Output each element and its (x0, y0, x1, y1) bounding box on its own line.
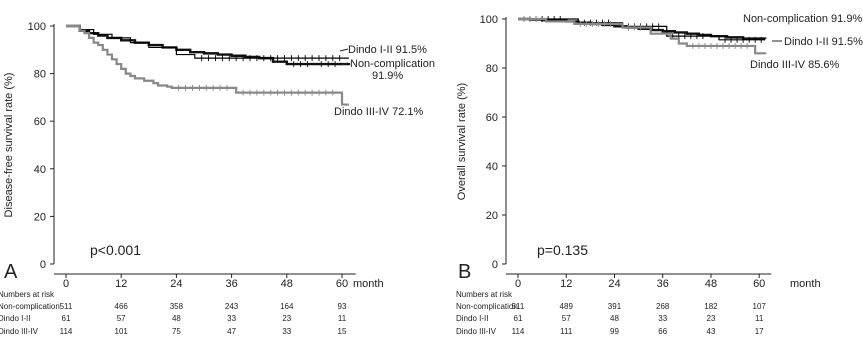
x-tick-label: 36 (657, 278, 669, 290)
y-tick-label: 20 (34, 211, 46, 223)
y-axis-label: Disease-free survival rate (%) (3, 73, 15, 218)
risk-value: 61 (62, 314, 71, 323)
series-line-1 (66, 25, 349, 59)
censor-marks-1 (201, 55, 341, 62)
risk-value: 11 (338, 314, 347, 323)
series-line-1 (518, 18, 766, 41)
risk-value: 99 (610, 327, 619, 336)
panel-label: A (4, 261, 18, 283)
risk-value: 182 (704, 302, 718, 311)
chart-panel-A: 0 20 40 60 80 100 0 12 24 36 48 60 month Disease-free… (0, 21, 435, 336)
risk-value: 489 (560, 302, 574, 311)
y-tick-label: 0 (40, 259, 46, 271)
p-value: p=0.135 (537, 242, 588, 258)
risk-value: 15 (338, 327, 347, 336)
risk-value: 57 (117, 314, 126, 323)
x-tick-label: 60 (336, 278, 348, 290)
label-pointer (339, 48, 349, 52)
x-tick-label: 36 (225, 278, 237, 290)
series-label-0: 91.9% (372, 70, 403, 82)
risk-row-label: Dindo I-II (456, 314, 488, 323)
risk-table-header: Numbers at risk (0, 290, 55, 299)
x-tick-label: 0 (515, 278, 521, 290)
risk-value: 466 (115, 302, 129, 311)
x-tick-label: 12 (115, 278, 127, 290)
series-line-0 (66, 24, 351, 66)
censor-marks-2 (523, 16, 748, 49)
label-pointer (339, 62, 349, 66)
risk-value: 17 (755, 327, 764, 336)
risk-value: 48 (172, 314, 181, 323)
censor-marks-2 (178, 84, 334, 96)
risk-value: 48 (610, 314, 619, 323)
risk-value: 11 (755, 314, 764, 323)
chart-panel-B: 0 20 40 60 80 100 0 12 24 36 48 60 month Overall surv… (456, 13, 863, 336)
x-tick-label: 24 (608, 278, 620, 290)
series-label-0: Non-complication 91.9% (743, 13, 862, 25)
risk-value: 268 (656, 302, 670, 311)
censor-marks-0 (293, 61, 336, 68)
risk-value: 57 (562, 314, 571, 323)
y-tick-label: 100 (480, 14, 498, 26)
risk-value: 107 (753, 302, 767, 311)
risk-row-label: Non-complication (456, 302, 518, 311)
series-label-1: Dindo I-II 91.5% (784, 36, 863, 48)
risk-value: 23 (707, 314, 716, 323)
risk-value: 43 (707, 327, 716, 336)
risk-value: 511 (60, 302, 73, 311)
series-label-1: Dindo I-II 91.5% (348, 44, 427, 56)
risk-value: 101 (115, 327, 129, 336)
risk-row-label: Dindo I-II (0, 314, 30, 323)
risk-value: 243 (225, 302, 239, 311)
risk-value: 391 (608, 302, 622, 311)
risk-value: 47 (227, 327, 236, 336)
series-label-0: Non-complication (350, 58, 435, 70)
x-tick-label: 12 (560, 278, 572, 290)
y-tick-label: 100 (28, 21, 46, 33)
y-tick-label: 40 (34, 164, 46, 176)
risk-row-label: Dindo III-IV (0, 327, 39, 336)
risk-value: 61 (514, 314, 523, 323)
p-value: p<0.001 (90, 242, 141, 258)
x-axis-label: month (790, 278, 821, 290)
risk-value: 33 (658, 314, 667, 323)
risk-value: 114 (60, 327, 73, 336)
y-tick-label: 20 (486, 210, 498, 222)
risk-row-label: Non-complication (0, 302, 60, 311)
risk-value: 111 (560, 327, 573, 336)
risk-value: 75 (172, 327, 181, 336)
risk-value: 66 (658, 327, 667, 336)
risk-value: 93 (338, 302, 347, 311)
risk-value: 511 (512, 302, 525, 311)
x-axis-label: month (353, 278, 384, 290)
series-line-2 (66, 24, 349, 106)
y-tick-label: 0 (492, 259, 498, 271)
y-tick-label: 80 (34, 69, 46, 81)
y-tick-label: 80 (486, 63, 498, 75)
series-label-2: Dindo III-IV 85.6% (750, 59, 839, 71)
x-tick-label: 48 (281, 278, 293, 290)
risk-table-header: Numbers at risk (456, 290, 513, 299)
x-tick-label: 48 (705, 278, 717, 290)
series-label-2: Dindo III-IV 72.1% (334, 106, 423, 118)
y-tick-label: 60 (34, 116, 46, 128)
risk-value: 33 (227, 314, 236, 323)
risk-value: 358 (170, 302, 184, 311)
y-tick-label: 60 (486, 112, 498, 124)
x-tick-label: 0 (63, 278, 69, 290)
x-tick-label: 24 (170, 278, 182, 290)
series-line-2 (518, 17, 767, 55)
risk-value: 114 (512, 327, 525, 336)
risk-value: 164 (280, 302, 294, 311)
y-axis-label: Overall survival rate (%) (456, 83, 468, 200)
x-tick-label: 60 (753, 278, 765, 290)
risk-row-label: Dindo III-IV (456, 327, 497, 336)
risk-value: 33 (282, 327, 291, 336)
panel-label: B (458, 261, 471, 283)
y-tick-label: 40 (486, 161, 498, 173)
risk-value: 23 (282, 314, 291, 323)
